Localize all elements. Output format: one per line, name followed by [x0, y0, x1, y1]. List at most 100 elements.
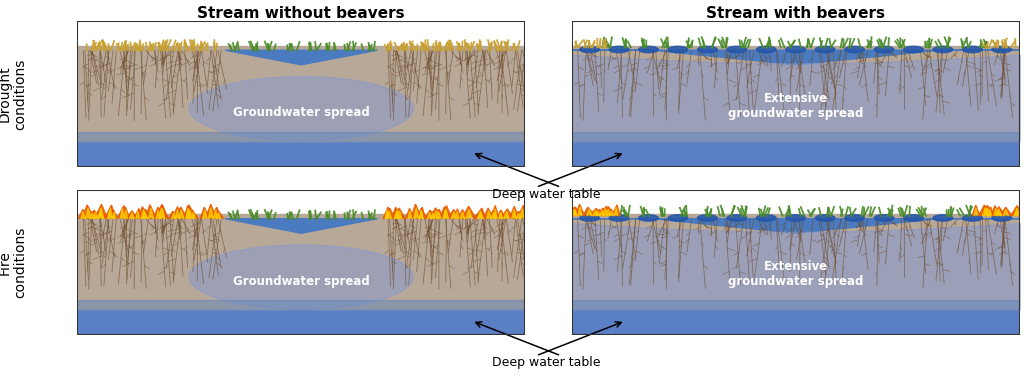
- Polygon shape: [462, 206, 476, 219]
- Polygon shape: [90, 213, 95, 219]
- Polygon shape: [596, 208, 609, 216]
- Polygon shape: [200, 207, 210, 219]
- Polygon shape: [85, 211, 99, 219]
- Polygon shape: [1016, 211, 1021, 216]
- Polygon shape: [520, 209, 525, 219]
- Polygon shape: [383, 208, 394, 219]
- Polygon shape: [478, 211, 483, 219]
- Polygon shape: [97, 211, 103, 219]
- Text: Deep water table: Deep water table: [492, 188, 600, 201]
- Circle shape: [668, 46, 688, 53]
- Polygon shape: [576, 204, 585, 216]
- Polygon shape: [203, 210, 207, 219]
- Polygon shape: [136, 211, 139, 219]
- Polygon shape: [98, 208, 104, 219]
- Polygon shape: [184, 205, 193, 219]
- Polygon shape: [130, 213, 134, 219]
- Polygon shape: [414, 208, 419, 219]
- Polygon shape: [509, 206, 519, 219]
- Polygon shape: [985, 209, 988, 216]
- Polygon shape: [997, 211, 1002, 216]
- Polygon shape: [127, 211, 137, 219]
- Polygon shape: [78, 209, 88, 219]
- Polygon shape: [394, 210, 400, 219]
- Polygon shape: [573, 209, 577, 216]
- Polygon shape: [216, 213, 220, 219]
- Polygon shape: [158, 205, 168, 219]
- Circle shape: [727, 215, 747, 221]
- Polygon shape: [90, 210, 101, 219]
- Polygon shape: [148, 208, 153, 219]
- Polygon shape: [443, 209, 448, 219]
- Bar: [77, 141, 525, 167]
- Polygon shape: [94, 208, 107, 219]
- Text: Groundwater spread: Groundwater spread: [233, 275, 370, 288]
- Circle shape: [816, 46, 835, 53]
- Polygon shape: [457, 210, 468, 219]
- Polygon shape: [1015, 208, 1020, 216]
- Polygon shape: [516, 213, 521, 219]
- Polygon shape: [1012, 209, 1023, 216]
- Bar: [572, 46, 1020, 141]
- Polygon shape: [599, 210, 605, 216]
- Polygon shape: [138, 207, 149, 219]
- Polygon shape: [993, 207, 1005, 216]
- Text: Fire
conditions: Fire conditions: [0, 227, 28, 298]
- Polygon shape: [974, 208, 977, 216]
- Polygon shape: [1020, 208, 1025, 216]
- Polygon shape: [188, 210, 198, 219]
- Circle shape: [845, 215, 864, 221]
- Polygon shape: [599, 206, 612, 216]
- Polygon shape: [108, 208, 112, 219]
- Polygon shape: [612, 205, 620, 216]
- Polygon shape: [606, 209, 618, 216]
- Polygon shape: [431, 213, 435, 219]
- Text: Drought
conditions: Drought conditions: [0, 58, 28, 130]
- Polygon shape: [81, 212, 85, 219]
- Polygon shape: [447, 210, 460, 219]
- Polygon shape: [105, 205, 115, 219]
- Polygon shape: [460, 212, 465, 219]
- Circle shape: [668, 215, 688, 221]
- Polygon shape: [572, 50, 1020, 65]
- Polygon shape: [427, 212, 432, 219]
- Polygon shape: [208, 208, 213, 219]
- Polygon shape: [1010, 205, 1023, 216]
- Polygon shape: [455, 211, 459, 219]
- Polygon shape: [186, 208, 190, 219]
- Polygon shape: [500, 209, 513, 219]
- Polygon shape: [994, 210, 1005, 216]
- Polygon shape: [583, 207, 595, 216]
- Polygon shape: [972, 205, 980, 216]
- Polygon shape: [108, 211, 111, 219]
- Circle shape: [933, 46, 953, 53]
- Polygon shape: [397, 211, 402, 219]
- Polygon shape: [991, 206, 1001, 216]
- Polygon shape: [437, 211, 441, 219]
- Polygon shape: [504, 211, 510, 219]
- Bar: [572, 132, 1020, 141]
- Polygon shape: [183, 205, 192, 219]
- Polygon shape: [587, 209, 592, 216]
- Polygon shape: [609, 211, 614, 216]
- Polygon shape: [486, 211, 491, 219]
- Polygon shape: [474, 210, 487, 219]
- Circle shape: [609, 46, 629, 53]
- Polygon shape: [175, 210, 179, 219]
- Polygon shape: [484, 208, 494, 219]
- Polygon shape: [983, 208, 988, 216]
- Polygon shape: [424, 210, 435, 219]
- Circle shape: [756, 215, 776, 221]
- Polygon shape: [417, 207, 425, 219]
- Polygon shape: [85, 208, 91, 219]
- Polygon shape: [595, 211, 600, 216]
- Polygon shape: [134, 208, 142, 219]
- Polygon shape: [466, 209, 472, 219]
- Polygon shape: [386, 211, 391, 219]
- Polygon shape: [186, 209, 190, 219]
- Circle shape: [874, 46, 894, 53]
- Polygon shape: [106, 209, 113, 219]
- Polygon shape: [122, 207, 130, 219]
- Circle shape: [786, 46, 805, 53]
- Bar: [572, 301, 1020, 309]
